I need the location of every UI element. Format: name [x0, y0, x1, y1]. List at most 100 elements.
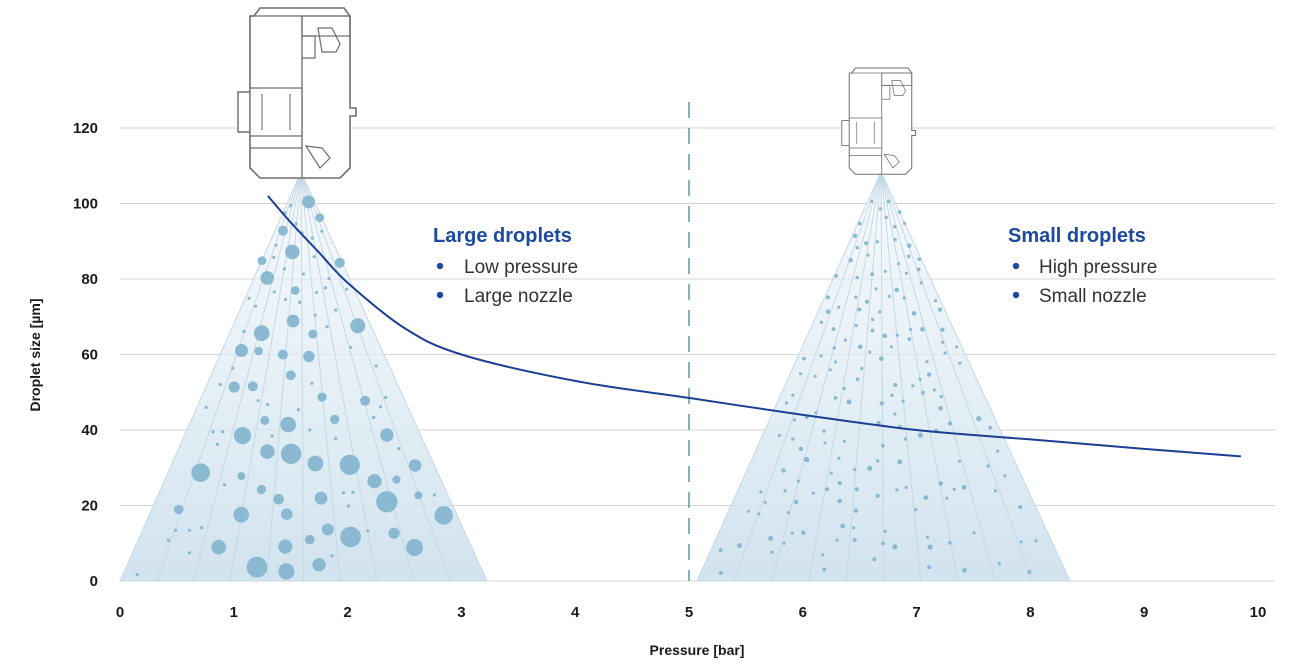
small-droplet	[870, 199, 874, 203]
small-droplet	[996, 449, 1000, 453]
small-droplet	[927, 565, 932, 570]
small-droplet	[904, 485, 908, 490]
large-droplet	[325, 325, 329, 329]
small-droplet	[947, 540, 952, 545]
large-droplet	[303, 350, 315, 363]
large-droplet	[278, 563, 295, 580]
series-line	[267, 195, 1241, 458]
small-droplet	[889, 345, 894, 349]
small-droplet	[858, 344, 863, 350]
small-droplet	[870, 328, 875, 333]
large-droplet	[282, 267, 286, 271]
small-droplet	[938, 481, 943, 486]
small-droplet	[917, 432, 924, 438]
large-droplet	[374, 364, 378, 368]
spray-cones	[119, 170, 1071, 582]
small-droplet	[903, 437, 908, 441]
large-droplet	[327, 277, 331, 281]
x-tick-label: 3	[457, 604, 465, 621]
small-droplet	[893, 237, 897, 242]
large-droplet	[253, 325, 270, 342]
large-droplet	[348, 345, 353, 350]
large-droplet	[307, 455, 324, 472]
large-droplet	[320, 229, 324, 233]
large-droplet	[215, 442, 219, 446]
small-droplet	[874, 287, 878, 291]
annotation-item: Large nozzle	[464, 286, 573, 307]
large-droplet	[312, 255, 316, 259]
large-droplet	[294, 222, 298, 226]
small-droplet	[878, 310, 882, 314]
small-droplet	[945, 496, 949, 500]
small-droplet	[825, 309, 831, 315]
small-droplet	[875, 493, 880, 498]
annotation-item: Small nozzle	[1039, 286, 1147, 307]
small-droplet	[831, 327, 836, 331]
small-droplet	[822, 429, 826, 433]
large-droplet	[285, 370, 296, 381]
large-droplet	[376, 491, 398, 513]
small-droplet	[866, 253, 870, 257]
small-droplet	[854, 487, 860, 492]
large-droplet	[286, 314, 300, 328]
large-droplet	[339, 454, 360, 475]
large-droplet	[273, 493, 284, 505]
small-droplet	[833, 360, 838, 364]
small-droplet	[880, 443, 885, 448]
small-droplet	[986, 464, 990, 468]
small-droplet	[918, 377, 922, 381]
small-droplet	[801, 530, 806, 535]
small-droplet	[882, 333, 888, 339]
small-droplet	[821, 553, 825, 557]
small-droplet	[870, 272, 874, 276]
bullet-icon	[1012, 262, 1020, 270]
small-droplet	[902, 221, 907, 225]
large-droplet	[218, 383, 222, 387]
small-droplet	[825, 487, 830, 492]
small-droplet	[909, 327, 913, 332]
small-droplet	[897, 210, 902, 214]
large-droplet	[346, 504, 351, 508]
small-droplet	[828, 368, 832, 372]
small-droplet	[962, 568, 967, 573]
large-droplet	[280, 416, 296, 433]
large-droplet	[270, 434, 274, 438]
large-droplet	[315, 213, 325, 223]
large-droplet	[317, 392, 327, 402]
bullet-icon	[436, 262, 444, 270]
large-droplet	[200, 526, 204, 530]
large-droplet	[330, 414, 340, 425]
large-droplet	[392, 475, 401, 484]
bullet-icon	[1012, 291, 1020, 299]
small-droplet	[718, 548, 723, 553]
small-droplet	[804, 456, 810, 463]
large-droplet	[351, 490, 355, 494]
x-tick-label: 4	[571, 604, 580, 621]
small-droplet	[893, 225, 897, 229]
small-droplet	[837, 305, 841, 309]
small-droplet	[759, 490, 763, 494]
y-tick-label: 120	[73, 120, 98, 137]
x-tick-label: 2	[343, 604, 351, 621]
small-droplet	[952, 487, 956, 491]
small-droplet	[993, 489, 998, 493]
large-droplet	[257, 256, 267, 265]
small-droplet	[837, 456, 841, 460]
y-tick-label: 40	[81, 422, 98, 439]
small-droplet	[917, 257, 921, 262]
spray-ray	[300, 171, 451, 582]
small-droplet	[879, 401, 884, 406]
y-tick-label: 20	[81, 498, 98, 515]
large-droplet	[242, 329, 246, 333]
large-droplet	[313, 313, 317, 317]
large-droplet	[367, 474, 382, 489]
small-droplet	[784, 401, 789, 405]
annotation-small-droplets: Small droplets High pressure Small nozzl…	[1008, 225, 1157, 307]
large-droplet	[323, 286, 327, 290]
y-axis: 0 20 40 60 80 100 120	[73, 120, 98, 590]
y-tick-label: 80	[81, 271, 98, 288]
small-droplet	[790, 531, 794, 535]
small-droplet	[926, 372, 932, 377]
small-droplet	[814, 411, 818, 415]
small-droplet	[867, 465, 873, 471]
